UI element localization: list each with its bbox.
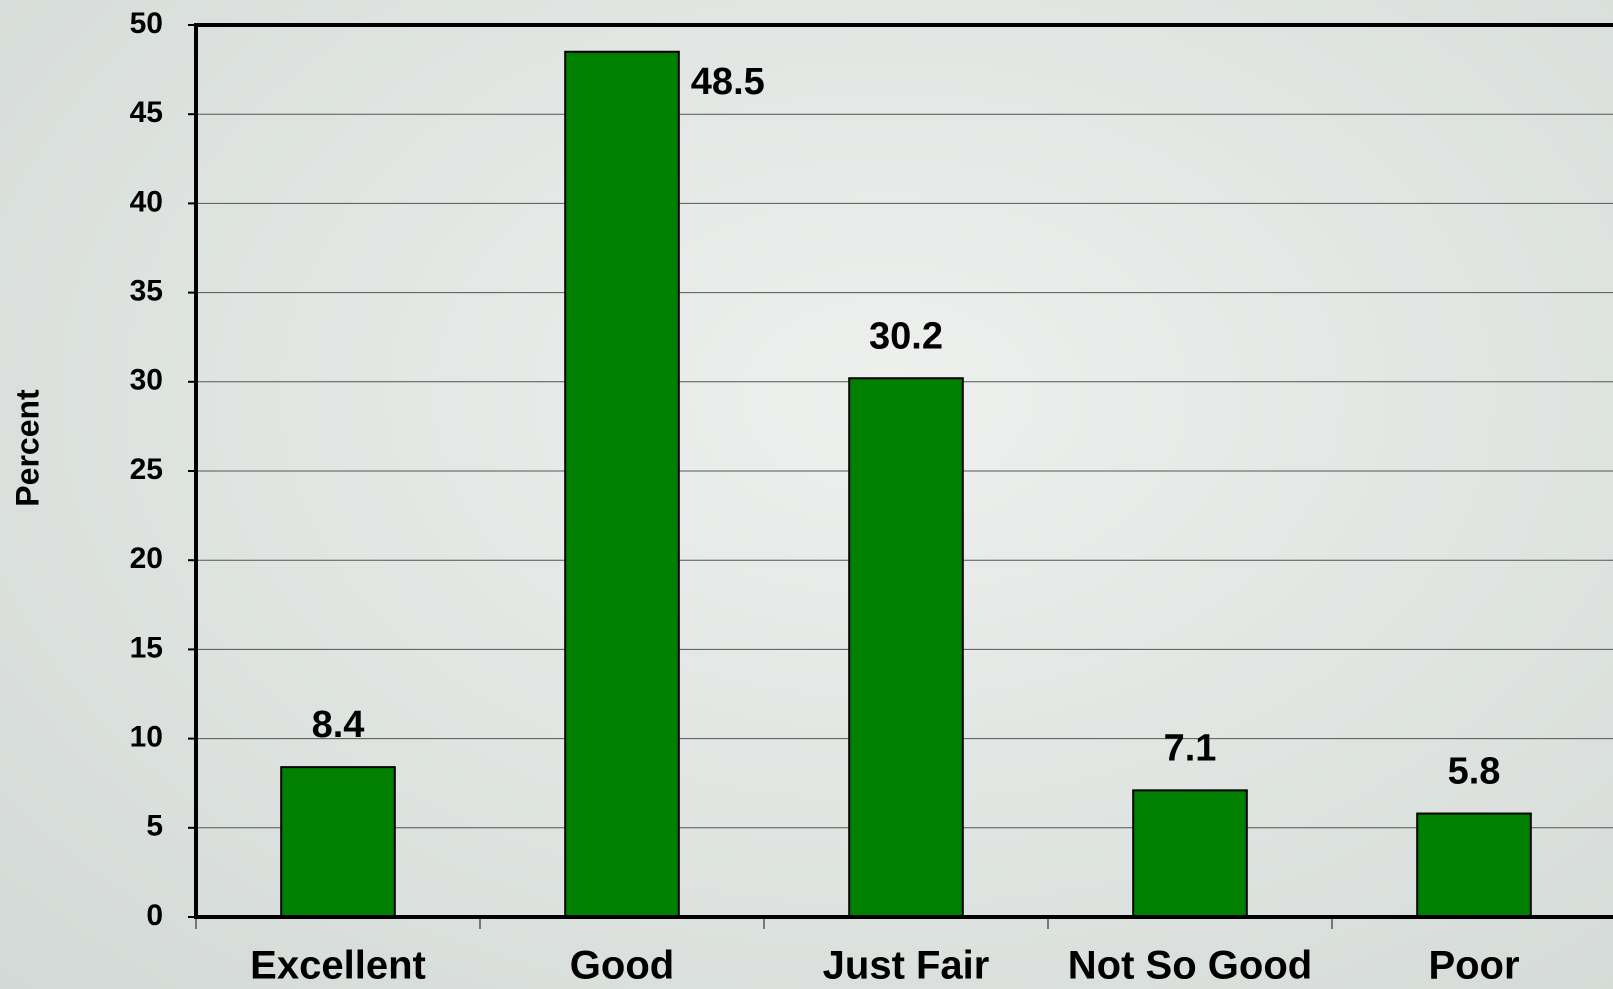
bar xyxy=(1133,790,1247,917)
y-tick-label: 0 xyxy=(146,899,163,932)
y-axis-label: Percent xyxy=(9,389,45,507)
value-label: 30.2 xyxy=(869,315,943,357)
x-tick-label: Excellent xyxy=(250,944,426,988)
x-tick-label: Poor xyxy=(1428,944,1519,988)
value-label: 5.8 xyxy=(1448,751,1501,793)
y-tick-label: 50 xyxy=(130,7,163,40)
bar xyxy=(281,767,395,917)
value-label: 7.1 xyxy=(1164,727,1217,769)
bar xyxy=(1417,814,1531,917)
x-tick-label: Good xyxy=(570,944,674,988)
chart: Percent 0 5 10 15 20 25 30 35 40 45 50 Excellent 8.4… xyxy=(0,0,1613,989)
x-tick-label: Just Fair xyxy=(823,944,990,988)
y-tick-label: 45 xyxy=(130,96,163,129)
y-tick-label: 40 xyxy=(130,185,163,218)
x-tick-label: Not So Good xyxy=(1068,944,1312,988)
value-label: 48.5 xyxy=(691,61,765,103)
y-tick-label: 20 xyxy=(130,542,163,575)
y-tick-label: 10 xyxy=(130,721,163,754)
y-tick-label: 30 xyxy=(130,364,163,397)
page: {"chart_data": {"type": "bar", "y_label"… xyxy=(0,0,1613,989)
y-tick-label: 15 xyxy=(130,631,163,664)
bar xyxy=(849,378,963,917)
y-tick-label: 5 xyxy=(146,810,163,843)
y-tick-label: 35 xyxy=(130,275,163,308)
value-label: 8.4 xyxy=(312,704,365,746)
y-tick-label: 25 xyxy=(130,453,163,486)
bar xyxy=(565,52,679,917)
